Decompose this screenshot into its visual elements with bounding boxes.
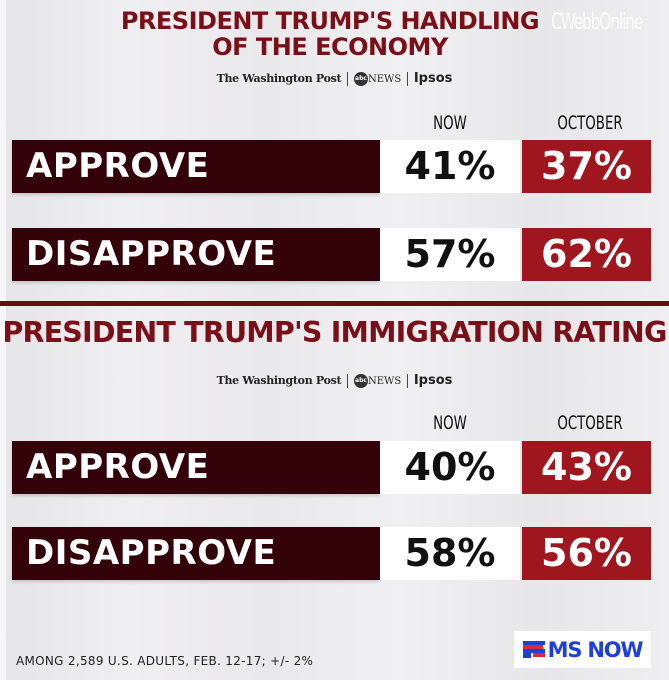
poll-sources: The Washington Post abcNEWS Ipsos xyxy=(0,71,669,86)
abc-logo-icon: abc xyxy=(353,71,368,86)
column-header-october: OCTOBER xyxy=(557,112,623,134)
economy-row-disapprove: DISAPPROVE 57% 62% xyxy=(12,228,651,281)
now-value: 57% xyxy=(380,228,520,281)
column-header-october: OCTOBER xyxy=(557,412,623,434)
now-value: 40% xyxy=(380,441,520,494)
column-header-now: NOW xyxy=(433,112,467,134)
economy-title: PRESIDENT TRUMP'S HANDLING OF THE ECONOM… xyxy=(100,8,560,60)
row-label: APPROVE xyxy=(12,441,380,494)
immigration-row-disapprove: DISAPPROVE 58% 56% xyxy=(12,527,651,580)
flag-icon xyxy=(522,641,545,658)
row-label: DISAPPROVE xyxy=(12,527,380,580)
immigration-row-approve: APPROVE 40% 43% xyxy=(12,441,651,494)
source-divider xyxy=(407,71,408,86)
source-divider xyxy=(407,373,408,388)
economy-row-approve: APPROVE 41% 37% xyxy=(12,140,651,193)
row-label: APPROVE xyxy=(12,140,380,193)
abc-logo-icon: abc xyxy=(353,373,368,388)
survey-footnote: AMONG 2,589 U.S. ADULTS, FEB. 12-17; +/-… xyxy=(16,654,314,668)
poll-sources: The Washington Post abcNEWS Ipsos xyxy=(0,373,669,388)
ipsos-logo: Ipsos xyxy=(413,71,453,86)
washington-post-logo: The Washington Post xyxy=(216,374,342,387)
abc-news-label: NEWS xyxy=(367,74,402,85)
source-divider xyxy=(347,373,349,388)
column-header-now: NOW xyxy=(433,412,467,434)
economy-title-line-1: PRESIDENT TRUMP'S HANDLING xyxy=(120,7,540,35)
october-value: 62% xyxy=(522,228,651,281)
economy-title-line-2: OF THE ECONOMY xyxy=(212,33,448,61)
abc-news-label: NEWS xyxy=(367,376,402,387)
watermark: CWebbOnline xyxy=(551,10,643,35)
now-value: 58% xyxy=(380,527,520,580)
row-label: DISAPPROVE xyxy=(12,228,380,281)
ms-now-wordmark: MS NOW xyxy=(547,637,644,662)
ms-now-logo: MS NOW xyxy=(514,631,651,668)
washington-post-logo: The Washington Post xyxy=(216,72,342,85)
now-value: 41% xyxy=(380,140,520,193)
october-value: 43% xyxy=(522,441,651,494)
october-value: 37% xyxy=(522,140,651,193)
october-value: 56% xyxy=(522,527,651,580)
ipsos-logo: Ipsos xyxy=(413,373,453,388)
frame-edge xyxy=(0,0,6,680)
immigration-title: PRESIDENT TRUMP'S IMMIGRATION RATING xyxy=(2,316,667,349)
panel-divider xyxy=(0,301,669,306)
source-divider xyxy=(347,71,349,86)
